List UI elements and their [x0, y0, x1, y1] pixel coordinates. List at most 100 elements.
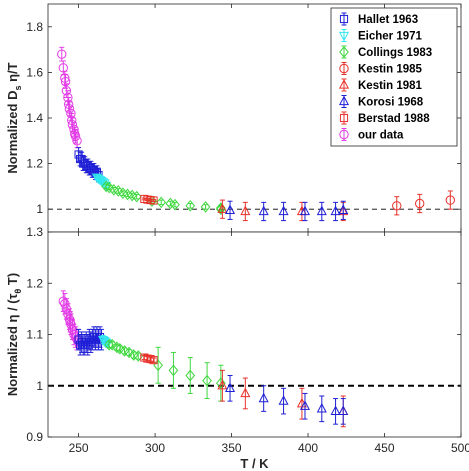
data-point — [72, 136, 82, 146]
series-berstad-1988 — [140, 194, 158, 205]
data-point — [415, 198, 425, 209]
data-point — [77, 338, 86, 347]
legend-label: Korosi 1968 — [358, 97, 424, 109]
data-point — [224, 204, 236, 214]
data-point — [170, 198, 180, 211]
series-kestin-1985 — [392, 190, 455, 216]
data-point — [202, 374, 212, 387]
data-point — [185, 369, 196, 382]
legend-marker — [338, 79, 350, 89]
legend-marker — [339, 63, 349, 74]
data-point — [338, 204, 349, 214]
data-point — [70, 131, 81, 141]
data-point — [104, 181, 115, 194]
data-point — [83, 161, 92, 170]
data-point — [338, 405, 349, 416]
data-point — [316, 402, 327, 413]
data-point — [143, 354, 152, 363]
y-tick-label: 1 — [36, 202, 43, 216]
y-tick-label: 1.2 — [26, 157, 43, 171]
x-tick-label: 350 — [222, 441, 242, 455]
data-point — [60, 73, 70, 83]
x-tick-label: 250 — [69, 441, 89, 455]
legend-marker — [338, 95, 350, 106]
data-point — [330, 405, 341, 416]
data-point — [58, 63, 68, 73]
series-korosi-1968 — [224, 375, 349, 425]
y-tick-label: 0.9 — [26, 430, 43, 444]
legend-label: Kestin 1981 — [358, 80, 423, 92]
data-point — [330, 205, 341, 216]
series-our-data — [58, 290, 82, 351]
data-point — [149, 196, 158, 205]
data-point — [299, 400, 311, 410]
legend-label: Collings 1983 — [358, 47, 432, 59]
legend-marker — [339, 113, 349, 123]
series-hallet-1963 — [74, 326, 106, 356]
data-point — [168, 364, 179, 377]
legend-marker — [338, 31, 350, 42]
y-tick-label: 1.8 — [26, 20, 43, 34]
data-point — [224, 382, 236, 392]
data-point — [69, 124, 79, 135]
data-point — [74, 335, 83, 344]
y-axis-label: Normalized η / (τθ T) — [5, 273, 23, 396]
y-tick-label: 1.2 — [26, 276, 43, 290]
x-tick-label: 300 — [145, 441, 165, 455]
data-point — [392, 201, 402, 211]
data-point — [86, 338, 95, 347]
legend: Hallet 1963 Eicher 1971 Collings 1983 Kesti… — [330, 7, 458, 147]
data-point — [82, 338, 91, 347]
legend-label: Eicher 1971 — [358, 31, 423, 43]
series-korosi-1968 — [224, 200, 349, 222]
data-point — [258, 392, 269, 403]
series-eicher-1971 — [98, 335, 113, 350]
x-tick-label: 500 — [451, 441, 469, 455]
data-point — [217, 379, 228, 390]
data-point — [299, 205, 311, 216]
legend-label: Kestin 1985 — [358, 64, 423, 76]
data-point — [149, 356, 158, 365]
y-tick-label: 1 — [36, 379, 43, 393]
series-our-data — [57, 46, 82, 149]
legend-marker — [339, 129, 349, 140]
top-panel: 1 1.2 1.4 1.6 1.8 Normalized Ds η/T Hallet 196… — [5, 3, 462, 233]
legend-marker — [339, 46, 349, 58]
x-tick-label: 400 — [298, 441, 318, 455]
data-point — [215, 377, 226, 390]
data-point — [101, 180, 111, 193]
data-point — [74, 150, 83, 159]
x-axis-label: T / K — [240, 456, 269, 471]
bottom-panel: 0.9 1 1.1 1.2 1.3 250 300 350 400 450 500 Normalize… — [5, 225, 469, 471]
plot-area — [48, 232, 461, 437]
data-point — [146, 355, 155, 364]
y-tick-label: 1.4 — [26, 111, 43, 125]
data-point — [67, 120, 78, 130]
data-point — [217, 203, 228, 213]
data-point — [57, 49, 67, 59]
y-tick-label: 1.6 — [26, 65, 43, 79]
data-point — [63, 99, 74, 110]
data-point — [156, 196, 167, 209]
data-point — [115, 343, 125, 355]
data-point — [140, 353, 149, 362]
data-point — [131, 190, 142, 203]
legend-label: Hallet 1963 — [358, 14, 418, 26]
series-berstad-1988 — [140, 353, 158, 365]
data-point — [185, 199, 196, 212]
y-axis-label: Normalized Ds η/T — [5, 62, 23, 173]
data-point — [61, 85, 72, 96]
data-point — [258, 205, 269, 216]
legend-label: Berstad 1988 — [358, 113, 430, 125]
data-point — [80, 159, 89, 168]
data-point — [278, 395, 289, 405]
x-tick-label: 450 — [375, 441, 395, 455]
data-point — [445, 195, 455, 205]
y-tick-label: 1.1 — [26, 328, 43, 342]
data-point — [113, 185, 124, 197]
data-point — [200, 201, 211, 213]
legend-marker — [339, 14, 349, 24]
data-point — [240, 205, 251, 216]
series-collings-1983 — [104, 338, 144, 362]
